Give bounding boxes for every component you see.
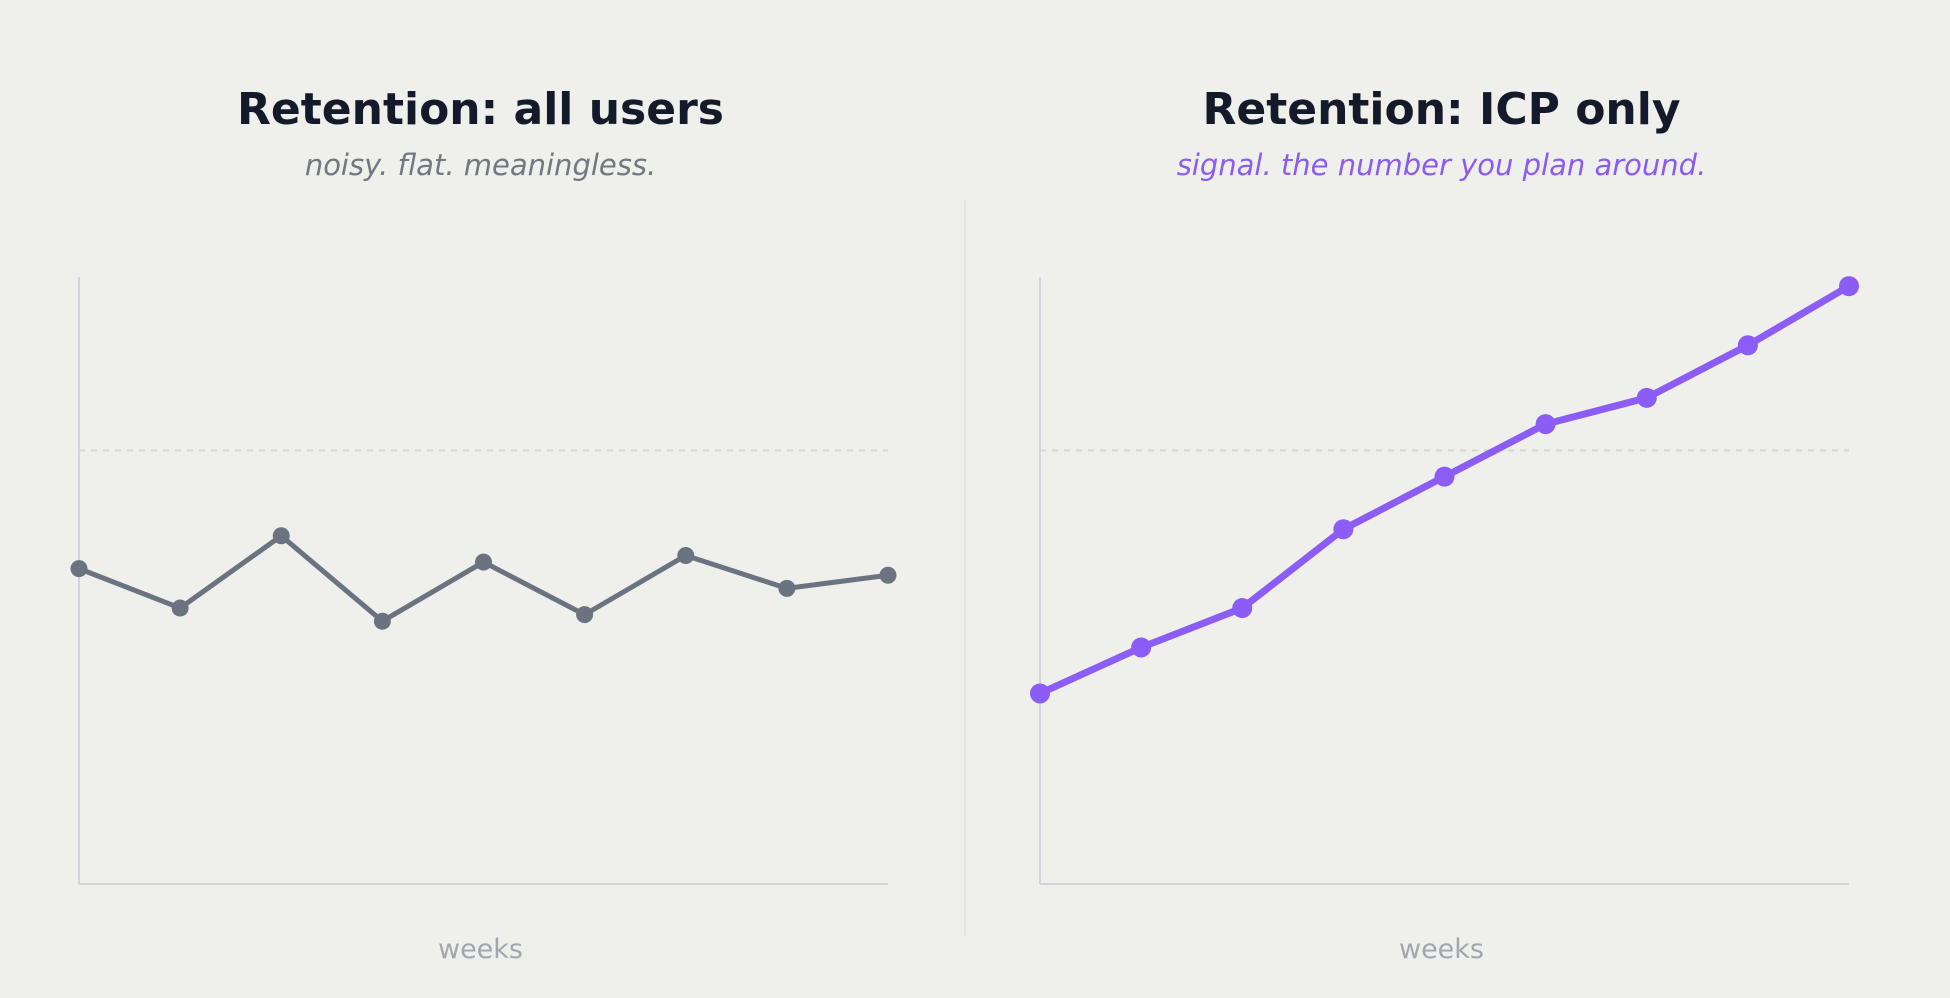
data-point-2: [171, 599, 189, 617]
data-point-5: [1434, 466, 1455, 487]
x-axis-label: weeks: [1398, 934, 1484, 965]
data-point-4: [1333, 519, 1354, 540]
data-point-7: [1636, 387, 1657, 408]
series-line: [1036, 282, 1853, 697]
data-point-8: [778, 579, 796, 597]
chart-subtitle: signal. the number you plan around.: [1176, 148, 1707, 182]
line-chart-all-users: [70, 277, 897, 885]
chart-panel-icp-only: Retention: ICP only signal. the number y…: [961, 0, 1922, 998]
data-point-1: [1030, 683, 1050, 704]
data-point-6: [1535, 414, 1556, 435]
data-point-5: [475, 553, 492, 571]
chart-title: Retention: all users: [237, 84, 724, 135]
data-point-4: [373, 612, 391, 630]
chart-title: Retention: ICP only: [1202, 84, 1681, 135]
chart-panel-all-users: Retention: all users noisy. flat. meanin…: [0, 0, 961, 998]
data-point-3: [272, 527, 290, 545]
data-point-7: [677, 547, 695, 564]
data-point-2: [1131, 637, 1152, 658]
chart-subtitle: noisy. flat. meaningless.: [304, 148, 657, 182]
line-chart-icp-only: [1030, 276, 1859, 885]
data-point-8: [1737, 335, 1758, 356]
data-point-6: [576, 606, 594, 624]
data-point-1: [70, 560, 88, 578]
x-axis-label: weeks: [437, 934, 523, 965]
data-point-9: [879, 566, 897, 584]
data-point-3: [1232, 598, 1253, 619]
data-point-9: [1839, 276, 1859, 297]
series-line: [76, 533, 891, 624]
panel-divider: [964, 200, 966, 936]
